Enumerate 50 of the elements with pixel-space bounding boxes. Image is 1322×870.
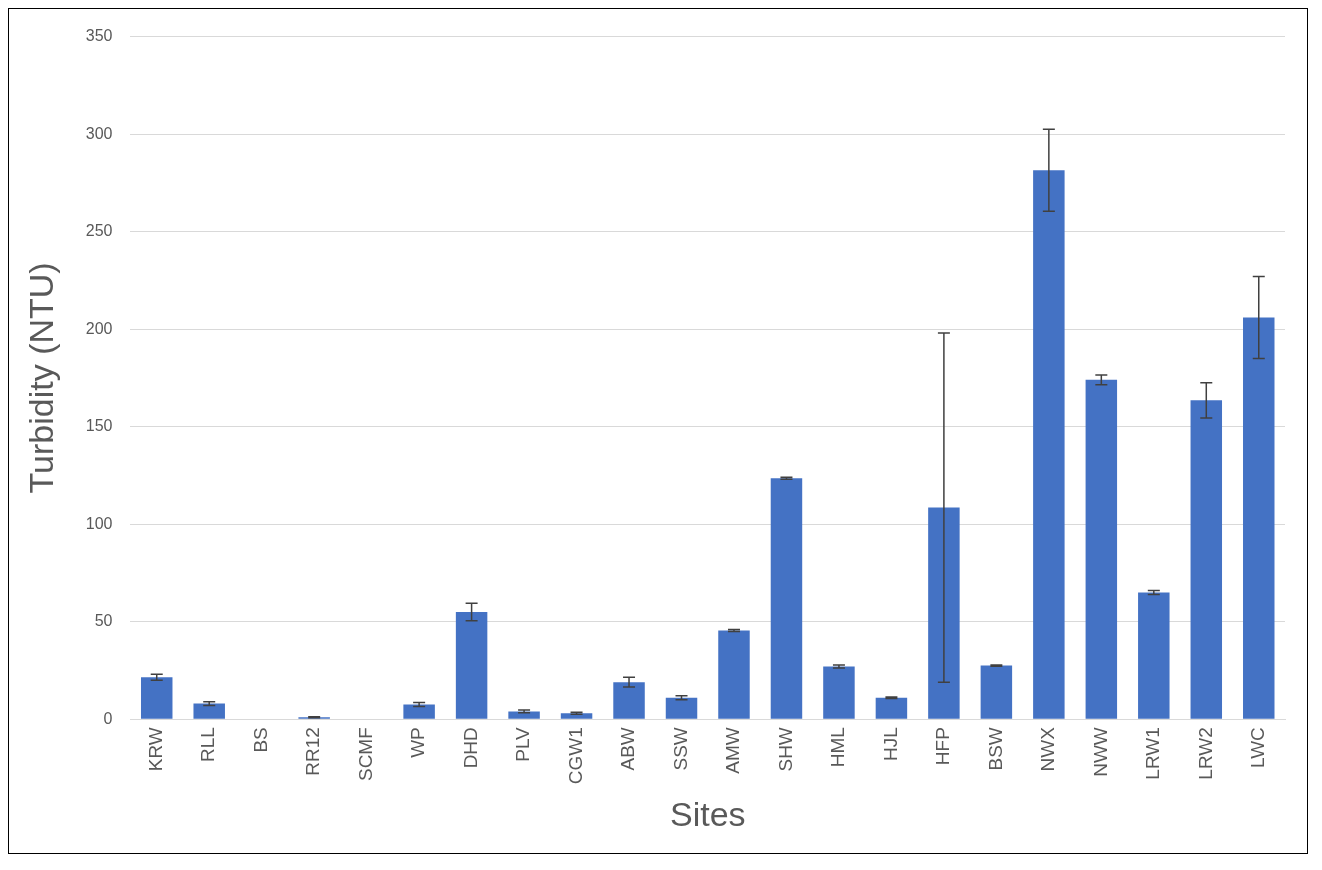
bar [140,677,173,719]
bar [560,713,593,719]
bar [1243,317,1275,719]
bar [403,704,435,719]
y-tick-label: 0 [103,709,113,727]
x-tick-label: KRW [144,727,166,772]
bar [1033,170,1065,719]
bar [1138,592,1170,719]
x-tick-label: LWC [1247,727,1268,769]
x-tick-label: BSW [984,727,1006,771]
bar [613,682,645,719]
bar [665,697,698,719]
x-tick-label: NWW [1089,727,1111,777]
x-tick-label: NWX [1037,726,1059,772]
x-tick-label: LRW2 [1194,727,1216,780]
x-axis-title: Sites [669,794,746,833]
bar [823,666,855,719]
bar [1190,400,1223,719]
bar [193,703,225,719]
y-tick-label: 250 [85,222,113,240]
x-tick-label: LRW1 [1142,727,1164,780]
bar [928,507,960,719]
y-tick-label: 350 [85,27,113,45]
x-tick-label: HML [827,727,849,768]
x-tick-label: WP [407,727,429,758]
bar [1085,379,1118,719]
bar [980,665,1013,719]
bar [875,697,908,719]
y-tick-label: 300 [85,124,113,142]
y-tick-label: 200 [85,319,113,337]
y-tick-label: 100 [85,514,113,532]
x-tick-label: ABW [617,727,639,771]
x-tick-label: HFP [932,727,954,766]
bar [718,630,750,719]
bar [770,478,803,719]
x-tick-label: RR12 [302,727,324,776]
y-tick-label: 150 [85,417,113,435]
x-tick-label: SHW [774,727,796,772]
x-tick-label: DHD [459,727,481,769]
y-axis-title: Turbidity (NTU) [21,262,60,494]
x-tick-label: RLL [197,727,219,763]
x-tick-label: PLV [512,726,534,762]
x-tick-label: BS [249,727,271,753]
x-tick-label: HJL [879,727,901,761]
x-tick-label: SSW [669,727,691,771]
x-tick-label: CGW1 [564,727,586,785]
x-tick-label: AMW [722,727,744,774]
bar [455,611,488,719]
y-tick-label: 50 [94,612,113,630]
x-tick-label: SCMF [354,727,376,782]
